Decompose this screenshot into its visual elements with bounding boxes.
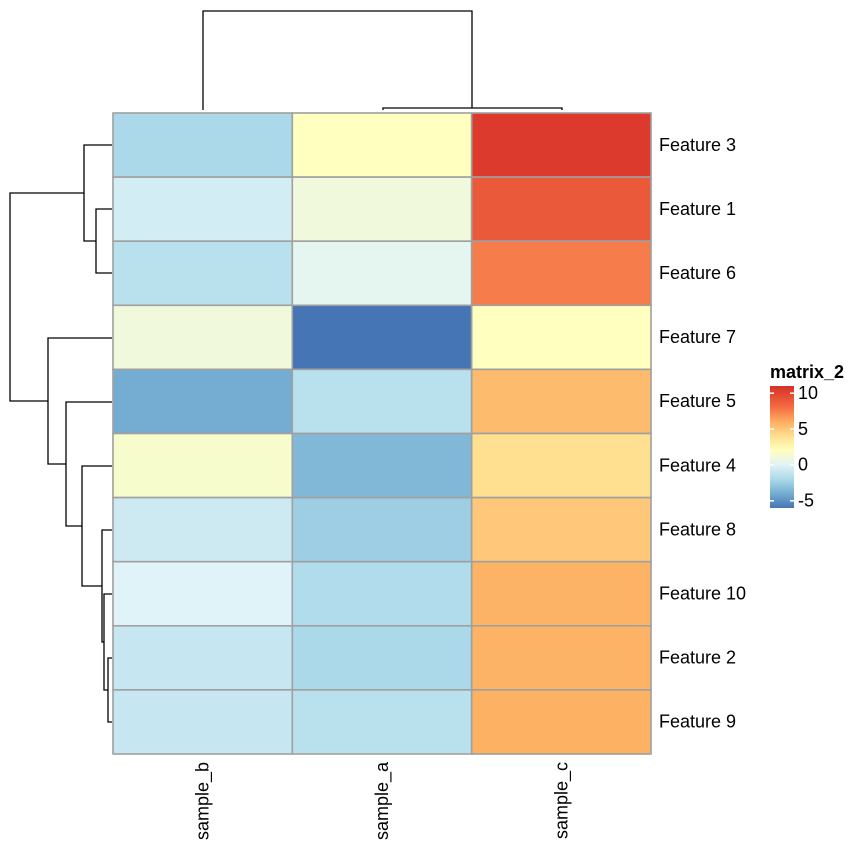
legend-tick-label: 10 (798, 383, 818, 403)
column-dendrogram (202, 10, 563, 110)
heatmap-cell (470, 112, 652, 178)
heatmap-cell (112, 368, 294, 435)
heatmap-cell (112, 689, 294, 755)
heatmap-cell (291, 304, 473, 371)
heatmap-cell (291, 112, 473, 178)
color-legend: matrix_2 10 5 0 -5 (770, 362, 844, 511)
heatmap-cell (112, 240, 294, 307)
heatmap-cell (291, 240, 473, 307)
heatmap-cells (112, 112, 652, 755)
legend-tick-label: 0 (798, 455, 808, 475)
column-label: sample_b (193, 762, 214, 840)
legend-colorbar (770, 386, 794, 508)
row-dendrogram-branch-2-9 (107, 657, 112, 723)
heatmap-cell (112, 112, 294, 178)
column-dendrogram-branch-ac (382, 107, 563, 110)
row-label: Feature 9 (659, 712, 736, 732)
row-label: Feature 6 (659, 263, 736, 283)
heatmap-cell (470, 240, 652, 307)
row-label: Feature 10 (659, 583, 746, 603)
row-dendrogram-branch-1-6 (95, 208, 112, 274)
column-labels: sample_b sample_a sample_c (193, 761, 573, 840)
heatmap-cell (470, 689, 652, 755)
heatmap-cell (470, 304, 652, 371)
row-dendrogram-branch-3-16 (83, 144, 112, 242)
row-dendrogram-branch-4-rest (81, 465, 112, 587)
legend-ticks: 10 5 0 -5 (770, 383, 818, 511)
row-label: Feature 1 (659, 199, 736, 219)
heatmap-cell (291, 176, 473, 243)
column-label: sample_c (551, 762, 572, 839)
heatmap-cell (112, 176, 294, 243)
heatmap-cell (112, 560, 294, 627)
row-dendrogram-branch-5-rest (65, 401, 112, 527)
heatmap-cell (470, 624, 652, 691)
heatmap-cell (291, 432, 473, 499)
heatmap-cell (470, 496, 652, 563)
heatmap-cell (112, 624, 294, 691)
heatmap-cell (470, 432, 652, 499)
row-dendrogram (9, 144, 112, 723)
heatmap-cell (470, 368, 652, 435)
row-label: Feature 3 (659, 135, 736, 155)
heatmap-cell (470, 176, 652, 243)
heatmap-cell (291, 689, 473, 755)
row-dendrogram-branch-root (9, 192, 84, 402)
row-label: Feature 7 (659, 327, 736, 347)
heatmap-cell (470, 560, 652, 627)
row-label: Feature 5 (659, 391, 736, 411)
heatmap-cell (291, 560, 473, 627)
legend-title: matrix_2 (770, 362, 844, 382)
heatmap-cell (291, 624, 473, 691)
heatmap-cell (291, 496, 473, 563)
row-label: Feature 4 (659, 455, 736, 475)
legend-tick-label: -5 (798, 491, 814, 511)
heatmap-cell (112, 496, 294, 563)
legend-tick-label: 5 (798, 419, 808, 439)
heatmap-cell (112, 432, 294, 499)
row-dendrogram-branch-7-rest (47, 337, 112, 465)
column-dendrogram-branch-root (202, 10, 473, 110)
row-labels: Feature 3 Feature 1 Feature 6 Feature 7 Feat… (659, 135, 746, 732)
heatmap-cell (291, 368, 473, 435)
row-label: Feature 8 (659, 519, 736, 539)
heatmap-cell (112, 304, 294, 371)
row-label: Feature 2 (659, 648, 736, 668)
column-label: sample_a (372, 761, 393, 840)
